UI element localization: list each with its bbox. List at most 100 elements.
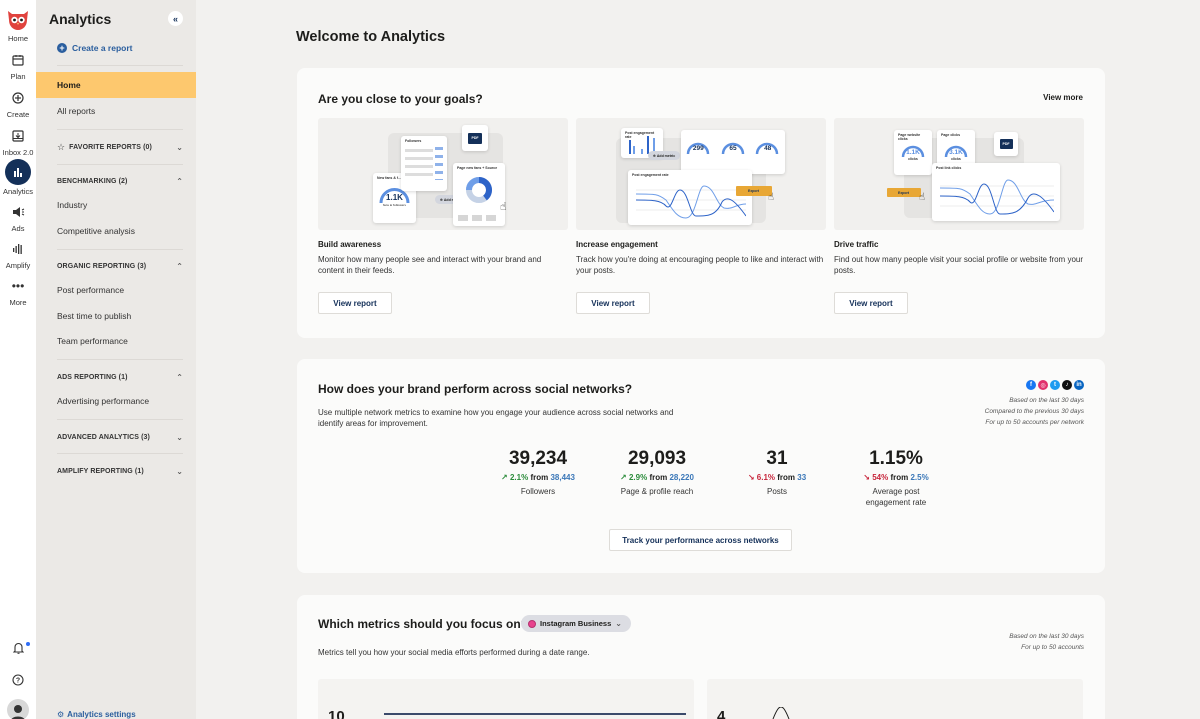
- kpi-posts: 31 ↘ 6.1% from 33 Posts: [717, 448, 837, 497]
- nav-item-competitive-analysis[interactable]: Competitive analysis: [57, 226, 135, 236]
- note: Based on the last 30 days: [1009, 633, 1084, 640]
- nav-section-favorite-reports[interactable]: ☆ FAVORITE REPORTS (0) ⌄: [57, 142, 183, 152]
- nav-item-post-performance[interactable]: Post performance: [57, 285, 125, 295]
- collapse-nav-button[interactable]: «: [168, 11, 183, 26]
- kpi-label: Followers: [520, 487, 556, 496]
- metric-panel: 10: [318, 679, 694, 719]
- note: Compared to the previous 30 days: [984, 408, 1084, 415]
- calendar-icon: [8, 50, 28, 70]
- page-title: Welcome to Analytics: [296, 29, 446, 45]
- kpi-value: 39,234: [508, 448, 568, 469]
- rail-item-plan[interactable]: Plan: [0, 50, 36, 81]
- trend-up-icon: ↗: [620, 473, 627, 482]
- export-button-illus: Export: [736, 186, 772, 196]
- goals-heading: Are you close to your goals?: [318, 92, 483, 106]
- drive-traffic-illustration: Page website clicks 1.1K clicks Page cli…: [834, 118, 1084, 230]
- note: For up to 50 accounts: [1021, 644, 1084, 651]
- account-selector[interactable]: Instagram Business ⌄: [521, 615, 631, 632]
- plus-circle-icon: +: [57, 43, 67, 53]
- line-chart-card: Post link clicks: [932, 163, 1060, 221]
- rail-item-analytics[interactable]: Analytics: [0, 159, 36, 196]
- chevron-up-icon: ⌃: [176, 177, 183, 186]
- chevron-up-icon: ⌃: [176, 373, 183, 382]
- goal-description: Find out how many people visit your soci…: [834, 255, 1083, 275]
- nav-section-benchmarking[interactable]: BENCHMARKING (2) ⌃: [57, 177, 183, 186]
- nav-item-team-performance[interactable]: Team performance: [57, 336, 128, 346]
- increase-engagement-illustration: Post engagement rate ⊕ Add metric 299 65…: [576, 118, 826, 230]
- rail-item-amplify[interactable]: Amplify: [0, 239, 36, 270]
- kpi-label: Average post engagement rate: [865, 487, 927, 507]
- goal-description: Monitor how many people see and interact…: [318, 255, 542, 275]
- goal-description: Track how you're doing at encouraging pe…: [576, 255, 824, 275]
- amplify-bars-icon: [8, 239, 28, 259]
- trend-up-icon: ↗: [501, 473, 508, 482]
- kpi-value: 1.15%: [869, 448, 923, 469]
- notifications-button[interactable]: [0, 638, 36, 658]
- networks-heading: How does your brand perform across socia…: [318, 382, 633, 396]
- nav-section-amplify-reporting[interactable]: AMPLIFY REPORTING (1) ⌄: [57, 467, 183, 476]
- pdf-icon: PDF: [994, 132, 1018, 156]
- pointer-hand-icon: ☝: [500, 201, 507, 213]
- rail-item-ads[interactable]: Ads: [0, 202, 36, 233]
- nav-title: Analytics: [49, 11, 112, 27]
- kpi-delta: ↗ 2.1% from 38,443: [501, 473, 575, 482]
- nav-item-advertising-performance[interactable]: Advertising performance: [57, 396, 150, 406]
- nav-item-all-reports[interactable]: All reports: [57, 106, 96, 116]
- view-report-button[interactable]: View report: [318, 292, 392, 314]
- nav-section-organic-reporting[interactable]: ORGANIC REPORTING (3) ⌃: [57, 262, 183, 271]
- avatar[interactable]: [7, 699, 29, 719]
- kpi-delta: ↗ 2.9% from 28,220: [620, 473, 694, 482]
- gauge-card: Page website clicks 1.1K clicks: [894, 130, 932, 175]
- metric-panel: 4: [707, 679, 1083, 719]
- view-report-button[interactable]: View report: [576, 292, 650, 314]
- svg-text:?: ?: [16, 678, 20, 685]
- rail-item-more[interactable]: ••• More: [0, 276, 36, 307]
- nav-section-advanced-analytics[interactable]: ADVANCED ANALYTICS (3) ⌄: [57, 433, 183, 442]
- nav-item-best-time-to-publish[interactable]: Best time to publish: [57, 311, 132, 321]
- kpi-value: 29,093: [627, 448, 687, 469]
- view-more-link[interactable]: View more: [1043, 93, 1083, 102]
- analytics-settings-link[interactable]: ⚙ Analytics settings: [57, 710, 136, 719]
- analytics-nav: Analytics « + Create a report Home All r…: [36, 0, 196, 719]
- megaphone-icon: [8, 202, 28, 222]
- rail-item-create[interactable]: Create: [0, 88, 36, 119]
- note: For up to 50 accounts per network: [985, 419, 1084, 426]
- kpi-followers: 39,234 ↗ 2.1% from 38,443 Followers: [478, 448, 598, 497]
- kpi-value: 31: [766, 448, 788, 469]
- line-chart-card: Post engagement rate: [628, 170, 752, 225]
- track-performance-button[interactable]: Track your performance across networks: [609, 529, 792, 551]
- view-report-button[interactable]: View report: [834, 292, 908, 314]
- network-icons: f ◎ t ♪ in: [1026, 380, 1084, 390]
- chevron-down-icon: ⌄: [176, 433, 183, 442]
- divider: [57, 129, 183, 130]
- export-button-illus: Export: [887, 188, 921, 197]
- pointer-hand-icon: ☝: [919, 192, 926, 203]
- chevron-up-icon: ⌃: [176, 262, 183, 271]
- plus-circle-icon: [8, 88, 28, 108]
- nav-item-home[interactable]: Home: [36, 72, 196, 98]
- trend-down-icon: ↘: [863, 473, 870, 482]
- nav-section-ads-reporting[interactable]: ADS REPORTING (1) ⌃: [57, 373, 183, 382]
- nav-item-industry[interactable]: Industry: [57, 200, 88, 210]
- create-report-link[interactable]: + Create a report: [57, 43, 132, 53]
- linkedin-icon: in: [1074, 380, 1084, 390]
- networks-description: Use multiple network metrics to examine …: [318, 408, 674, 428]
- chevron-down-icon: ⌄: [176, 467, 183, 476]
- note: Based on the last 30 days: [1009, 397, 1084, 404]
- owl-logo-icon: [8, 11, 28, 30]
- double-chevron-left-icon: «: [172, 13, 178, 24]
- goal-drive-traffic: Page website clicks 1.1K clicks Page cli…: [834, 118, 1084, 314]
- notification-dot: [26, 642, 30, 646]
- tiktok-icon: ♪: [1062, 380, 1072, 390]
- goals-card: Are you close to your goals? View more N…: [297, 68, 1105, 338]
- user-icon: [11, 705, 25, 719]
- help-button[interactable]: ?: [0, 670, 36, 690]
- rail-item-home[interactable]: Home: [0, 0, 36, 43]
- kpi-engagement-rate: 1.15% ↘ 54% from 2.5% Average post engag…: [836, 448, 956, 508]
- rail-item-inbox[interactable]: Inbox 2.0: [0, 126, 36, 157]
- chevron-down-icon: ⌄: [615, 619, 622, 628]
- goal-increase-engagement: Post engagement rate ⊕ Add metric 299 65…: [576, 118, 826, 314]
- metric-value: 10: [328, 708, 345, 719]
- divider: [57, 419, 183, 420]
- goal-title: Drive traffic: [834, 240, 879, 249]
